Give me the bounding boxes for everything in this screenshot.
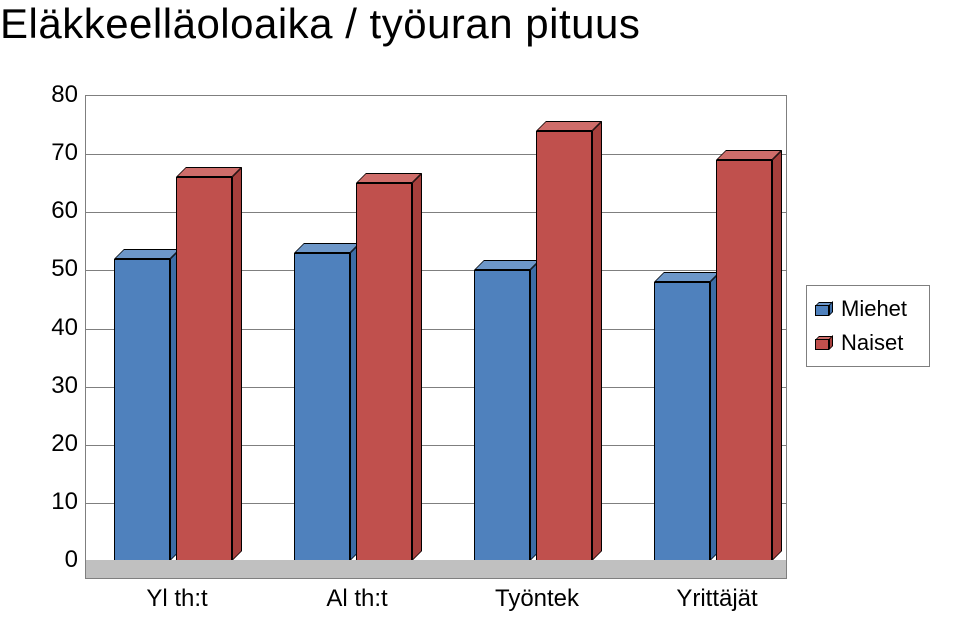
- y-tick-label: 70: [30, 139, 78, 167]
- x-tick-label: Työntek: [495, 585, 579, 613]
- y-tick-label: 60: [30, 197, 78, 225]
- bar: [716, 150, 782, 561]
- y-tick-label: 0: [30, 546, 78, 574]
- x-tick-label: Al th:t: [326, 585, 387, 613]
- legend-item: Naiset: [815, 326, 921, 360]
- legend-swatch: [815, 336, 833, 350]
- x-tick-label: Yl th:t: [146, 585, 207, 613]
- legend-swatch: [815, 302, 833, 316]
- plot-area: [85, 95, 787, 562]
- legend-label: Miehet: [841, 296, 907, 322]
- y-tick-label: 20: [30, 430, 78, 458]
- legend-label: Naiset: [841, 330, 903, 356]
- y-tick-label: 80: [30, 81, 78, 109]
- y-tick-label: 10: [30, 488, 78, 516]
- bar: [294, 243, 360, 561]
- legend-item: Miehet: [815, 292, 921, 326]
- bar: [654, 272, 720, 561]
- bar: [176, 167, 242, 561]
- y-tick-label: 30: [30, 372, 78, 400]
- plot-floor: [85, 560, 787, 579]
- gridline: [86, 154, 786, 155]
- bar: [356, 173, 422, 561]
- x-tick-label: Yrittäjät: [676, 585, 757, 613]
- bar: [114, 249, 180, 561]
- bar: [474, 260, 540, 561]
- bar-chart: 01020304050607080 Yl th:tAl th:tTyöntekY…: [30, 95, 930, 635]
- y-tick-label: 40: [30, 314, 78, 342]
- page-title: Eläkkeelläoloaika / työuran pituus: [0, 0, 640, 48]
- bar: [536, 121, 602, 561]
- legend: Miehet Naiset: [806, 285, 930, 367]
- y-tick-label: 50: [30, 255, 78, 283]
